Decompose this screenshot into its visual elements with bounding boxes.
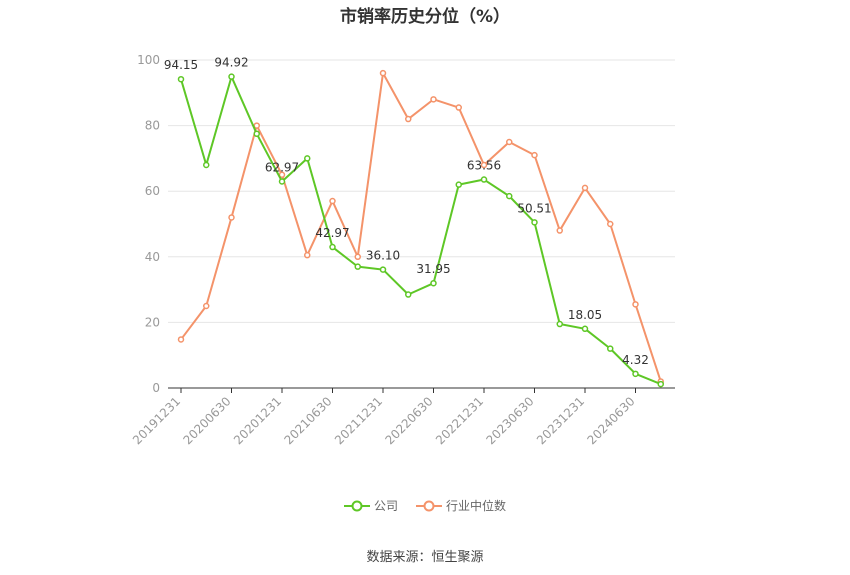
- data-point-company: [304, 155, 311, 162]
- legend-label-company: 公司: [373, 499, 398, 513]
- y-tick-label: 80: [145, 119, 160, 133]
- y-tick-label: 20: [145, 315, 160, 329]
- data-point-industry: [405, 115, 412, 123]
- data-point-industry: [177, 336, 185, 343]
- data-point-industry: [632, 301, 639, 308]
- legend-marker-company: [343, 500, 370, 511]
- data-point-company: [455, 181, 462, 188]
- y-tick-label: 0: [152, 381, 160, 395]
- x-tick-label: 20231231: [534, 394, 587, 447]
- data-label: 18.05: [568, 308, 602, 322]
- x-tick-label: 20240630: [585, 394, 638, 447]
- data-label: 62.97: [265, 160, 299, 174]
- data-point-company: [278, 178, 286, 185]
- data-point-company: [581, 325, 589, 333]
- y-tick-label: 40: [145, 250, 160, 264]
- data-point-company: [657, 380, 664, 388]
- data-point-company: [379, 266, 387, 273]
- x-tick-label: 20201231: [231, 394, 284, 447]
- data-point-industry: [531, 151, 538, 159]
- x-tick-label: 20211231: [332, 394, 385, 447]
- data-point-industry: [329, 197, 336, 205]
- data-point-industry: [430, 96, 437, 103]
- x-tick-label: 20191231: [130, 394, 183, 447]
- data-source: 数据来源：恒生聚源: [366, 550, 484, 565]
- legend: 公司 行业中位数: [0, 497, 850, 514]
- series-line-industry: [180, 72, 662, 382]
- data-point-company: [253, 130, 260, 138]
- data-label: 42.97: [315, 226, 349, 240]
- data-label: 31.95: [416, 262, 450, 276]
- data-point-company: [177, 75, 185, 83]
- data-point-industry: [253, 122, 260, 129]
- legend-item-industry[interactable]: 行业中位数: [416, 497, 506, 514]
- data-point-industry: [607, 220, 614, 228]
- x-tick-label: 20200630: [181, 394, 234, 447]
- data-point-industry: [455, 104, 462, 111]
- data-point-company: [354, 263, 361, 270]
- data-point-company: [405, 291, 412, 298]
- x-tick-label: 20210630: [282, 394, 335, 447]
- y-tick-label: 100: [137, 53, 160, 67]
- data-label: 63.56: [467, 159, 501, 173]
- data-label: 94.92: [214, 56, 248, 70]
- data-point-industry: [379, 69, 387, 77]
- data-point-company: [430, 279, 437, 287]
- data-label: 50.51: [517, 201, 551, 215]
- data-point-company: [480, 176, 488, 183]
- series-line-company: [180, 75, 662, 385]
- data-label: 4.32: [622, 353, 649, 367]
- x-tick-label: 20220630: [383, 394, 436, 447]
- data-point-industry: [354, 253, 361, 261]
- data-label: 94.15: [164, 58, 198, 72]
- data-point-company: [506, 192, 513, 200]
- data-point-company: [607, 345, 614, 352]
- x-tick-label: 20221231: [433, 394, 486, 447]
- data-point-industry: [556, 227, 563, 234]
- data-point-company: [556, 320, 563, 328]
- data-point-industry: [581, 184, 589, 192]
- data-point-company: [228, 73, 235, 80]
- chart-title: 市销率历史分位（%）: [339, 7, 511, 27]
- legend-item-company[interactable]: 公司: [343, 497, 398, 514]
- data-point-industry: [203, 302, 210, 310]
- data-point-company: [329, 243, 336, 251]
- y-tick-label: 60: [145, 184, 160, 198]
- data-point-industry: [228, 214, 235, 221]
- data-point-company: [203, 161, 210, 169]
- data-point-industry: [480, 161, 488, 169]
- data-point-industry: [506, 138, 513, 146]
- legend-marker-industry: [416, 500, 442, 511]
- x-tick-label: 20230630: [484, 394, 537, 447]
- data-label: 36.10: [366, 249, 400, 263]
- data-point-industry: [304, 251, 311, 259]
- legend-label-industry: 行业中位数: [446, 499, 507, 513]
- data-point-company: [632, 370, 639, 378]
- data-point-company: [531, 219, 538, 226]
